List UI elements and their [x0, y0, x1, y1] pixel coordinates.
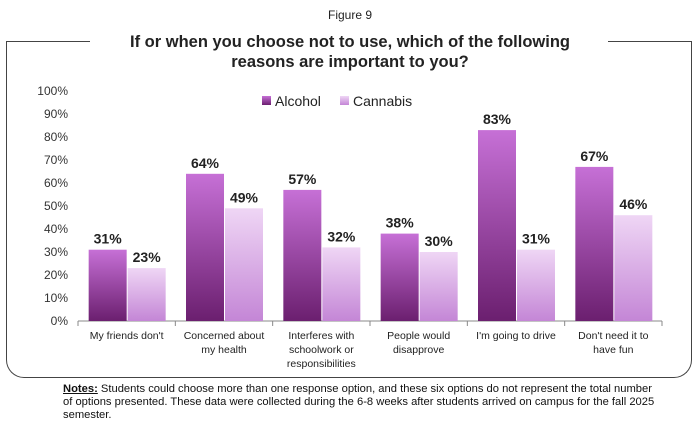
category-label: Don't need it to [578, 330, 648, 342]
bar-alcohol [380, 233, 419, 321]
category-label: My friends don't [90, 330, 164, 342]
bar-cannabis [322, 247, 361, 321]
y-tick-label: 30% [44, 245, 68, 259]
data-label: 64% [191, 155, 220, 171]
data-label: 31% [522, 231, 551, 247]
y-tick-label: 20% [44, 268, 68, 282]
y-tick-label: 10% [44, 291, 68, 305]
data-label: 30% [425, 233, 454, 249]
y-tick-label: 90% [44, 107, 68, 121]
y-tick-label: 50% [44, 199, 68, 213]
category-label: Interferes with [288, 330, 354, 342]
bar-cannabis [127, 268, 166, 321]
data-label: 38% [386, 215, 415, 231]
legend-label: Cannabis [353, 93, 412, 109]
frame-top-right-line [608, 41, 691, 42]
notes-label: Notes: [63, 383, 98, 395]
data-label: 49% [230, 189, 259, 205]
bar-alcohol [88, 249, 127, 321]
data-label: 83% [483, 111, 512, 127]
bar-alcohol [283, 189, 322, 321]
data-label: 57% [288, 171, 317, 187]
bar-alcohol [575, 166, 614, 321]
chart-frame [6, 41, 692, 378]
bar-cannabis [517, 249, 555, 321]
category-label: have fun [593, 344, 633, 356]
category-label: Concerned about [184, 330, 265, 342]
notes: Notes: Students could choose more than o… [63, 383, 663, 422]
y-tick-label: 40% [44, 222, 68, 236]
data-label: 31% [94, 231, 123, 247]
y-tick-label: 80% [44, 130, 68, 144]
y-tick-label: 100% [37, 84, 68, 98]
data-label: 32% [327, 228, 356, 244]
y-tick-label: 60% [44, 176, 68, 190]
category-label: I'm going to drive [476, 330, 556, 342]
frame-top-left-line [6, 41, 90, 42]
data-label: 46% [619, 196, 648, 212]
bar-cannabis [614, 215, 653, 321]
chart-title: If or when you choose not to use, which … [130, 33, 570, 71]
bar-alcohol [186, 173, 224, 321]
category-label: People would [387, 330, 450, 342]
category-label: my health [201, 344, 247, 356]
category-label: schoolwork or [289, 344, 354, 356]
notes-text: Students could choose more than one resp… [63, 383, 655, 421]
y-tick-label: 70% [44, 153, 68, 167]
category-label: disapprove [393, 344, 445, 356]
figure-label: Figure 9 [327, 8, 373, 22]
y-tick-label: 0% [51, 314, 69, 328]
bar-alcohol [478, 130, 516, 321]
data-label: 67% [580, 148, 609, 164]
bar-cannabis [225, 208, 263, 321]
legend-swatch-alcohol [262, 96, 271, 105]
data-label: 23% [133, 249, 162, 265]
legend-swatch-cannabis [340, 96, 349, 105]
legend-label: Alcohol [275, 93, 321, 109]
category-label: responsibilities [287, 358, 356, 370]
bar-cannabis [419, 252, 458, 321]
